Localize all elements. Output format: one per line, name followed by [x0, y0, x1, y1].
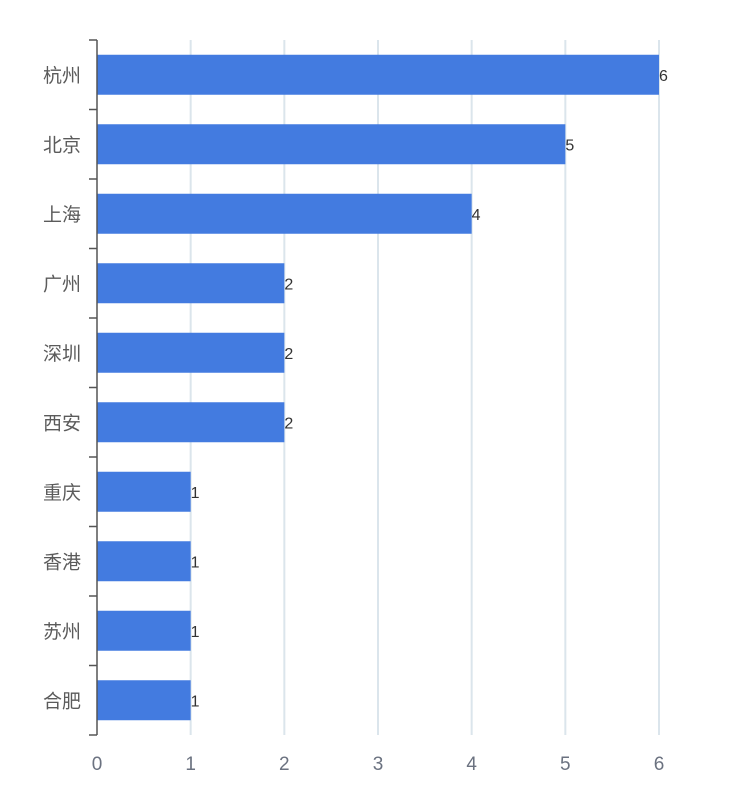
data-label: 1	[191, 485, 200, 502]
category-label: 深圳	[43, 343, 81, 365]
bar	[97, 402, 285, 443]
category-label: 香港	[43, 551, 81, 573]
category-label: 上海	[43, 204, 81, 226]
category-label: 苏州	[43, 621, 81, 643]
bar	[97, 610, 191, 651]
bars	[97, 54, 659, 721]
data-label: 6	[659, 68, 668, 85]
category-label: 重庆	[43, 482, 81, 504]
x-tick-label: 0	[92, 754, 103, 775]
labels: 0 1 2 3 4 5 6 杭州 6 北京 5 上海 4 广州 2 深圳 2 西安 2 重庆 1 香港 1 苏州 1 合肥 1	[43, 65, 668, 775]
axes	[89, 39, 98, 736]
data-label: 1	[191, 554, 200, 571]
x-tick-label: 6	[654, 754, 665, 775]
data-label: 1	[191, 624, 200, 641]
bar	[97, 471, 191, 512]
category-label: 合肥	[43, 690, 81, 712]
data-label: 4	[472, 207, 481, 224]
data-label: 1	[191, 693, 200, 710]
data-label: 5	[565, 137, 574, 154]
category-label: 广州	[43, 273, 81, 295]
x-tick-label: 5	[560, 754, 571, 775]
x-tick-label: 2	[279, 754, 290, 775]
bar	[97, 680, 191, 721]
bar	[97, 541, 191, 582]
bar	[97, 332, 285, 373]
bar	[97, 193, 472, 234]
data-label: 2	[284, 276, 293, 293]
x-tick-label: 1	[185, 754, 196, 775]
bar	[97, 263, 285, 304]
category-label: 北京	[43, 134, 81, 156]
bar	[97, 54, 659, 95]
category-label: 杭州	[43, 65, 81, 87]
bar	[97, 124, 566, 165]
data-label: 2	[284, 346, 293, 363]
data-label: 2	[284, 415, 293, 432]
x-tick-label: 3	[373, 754, 384, 775]
x-tick-label: 4	[466, 754, 477, 775]
category-label: 西安	[43, 412, 81, 434]
